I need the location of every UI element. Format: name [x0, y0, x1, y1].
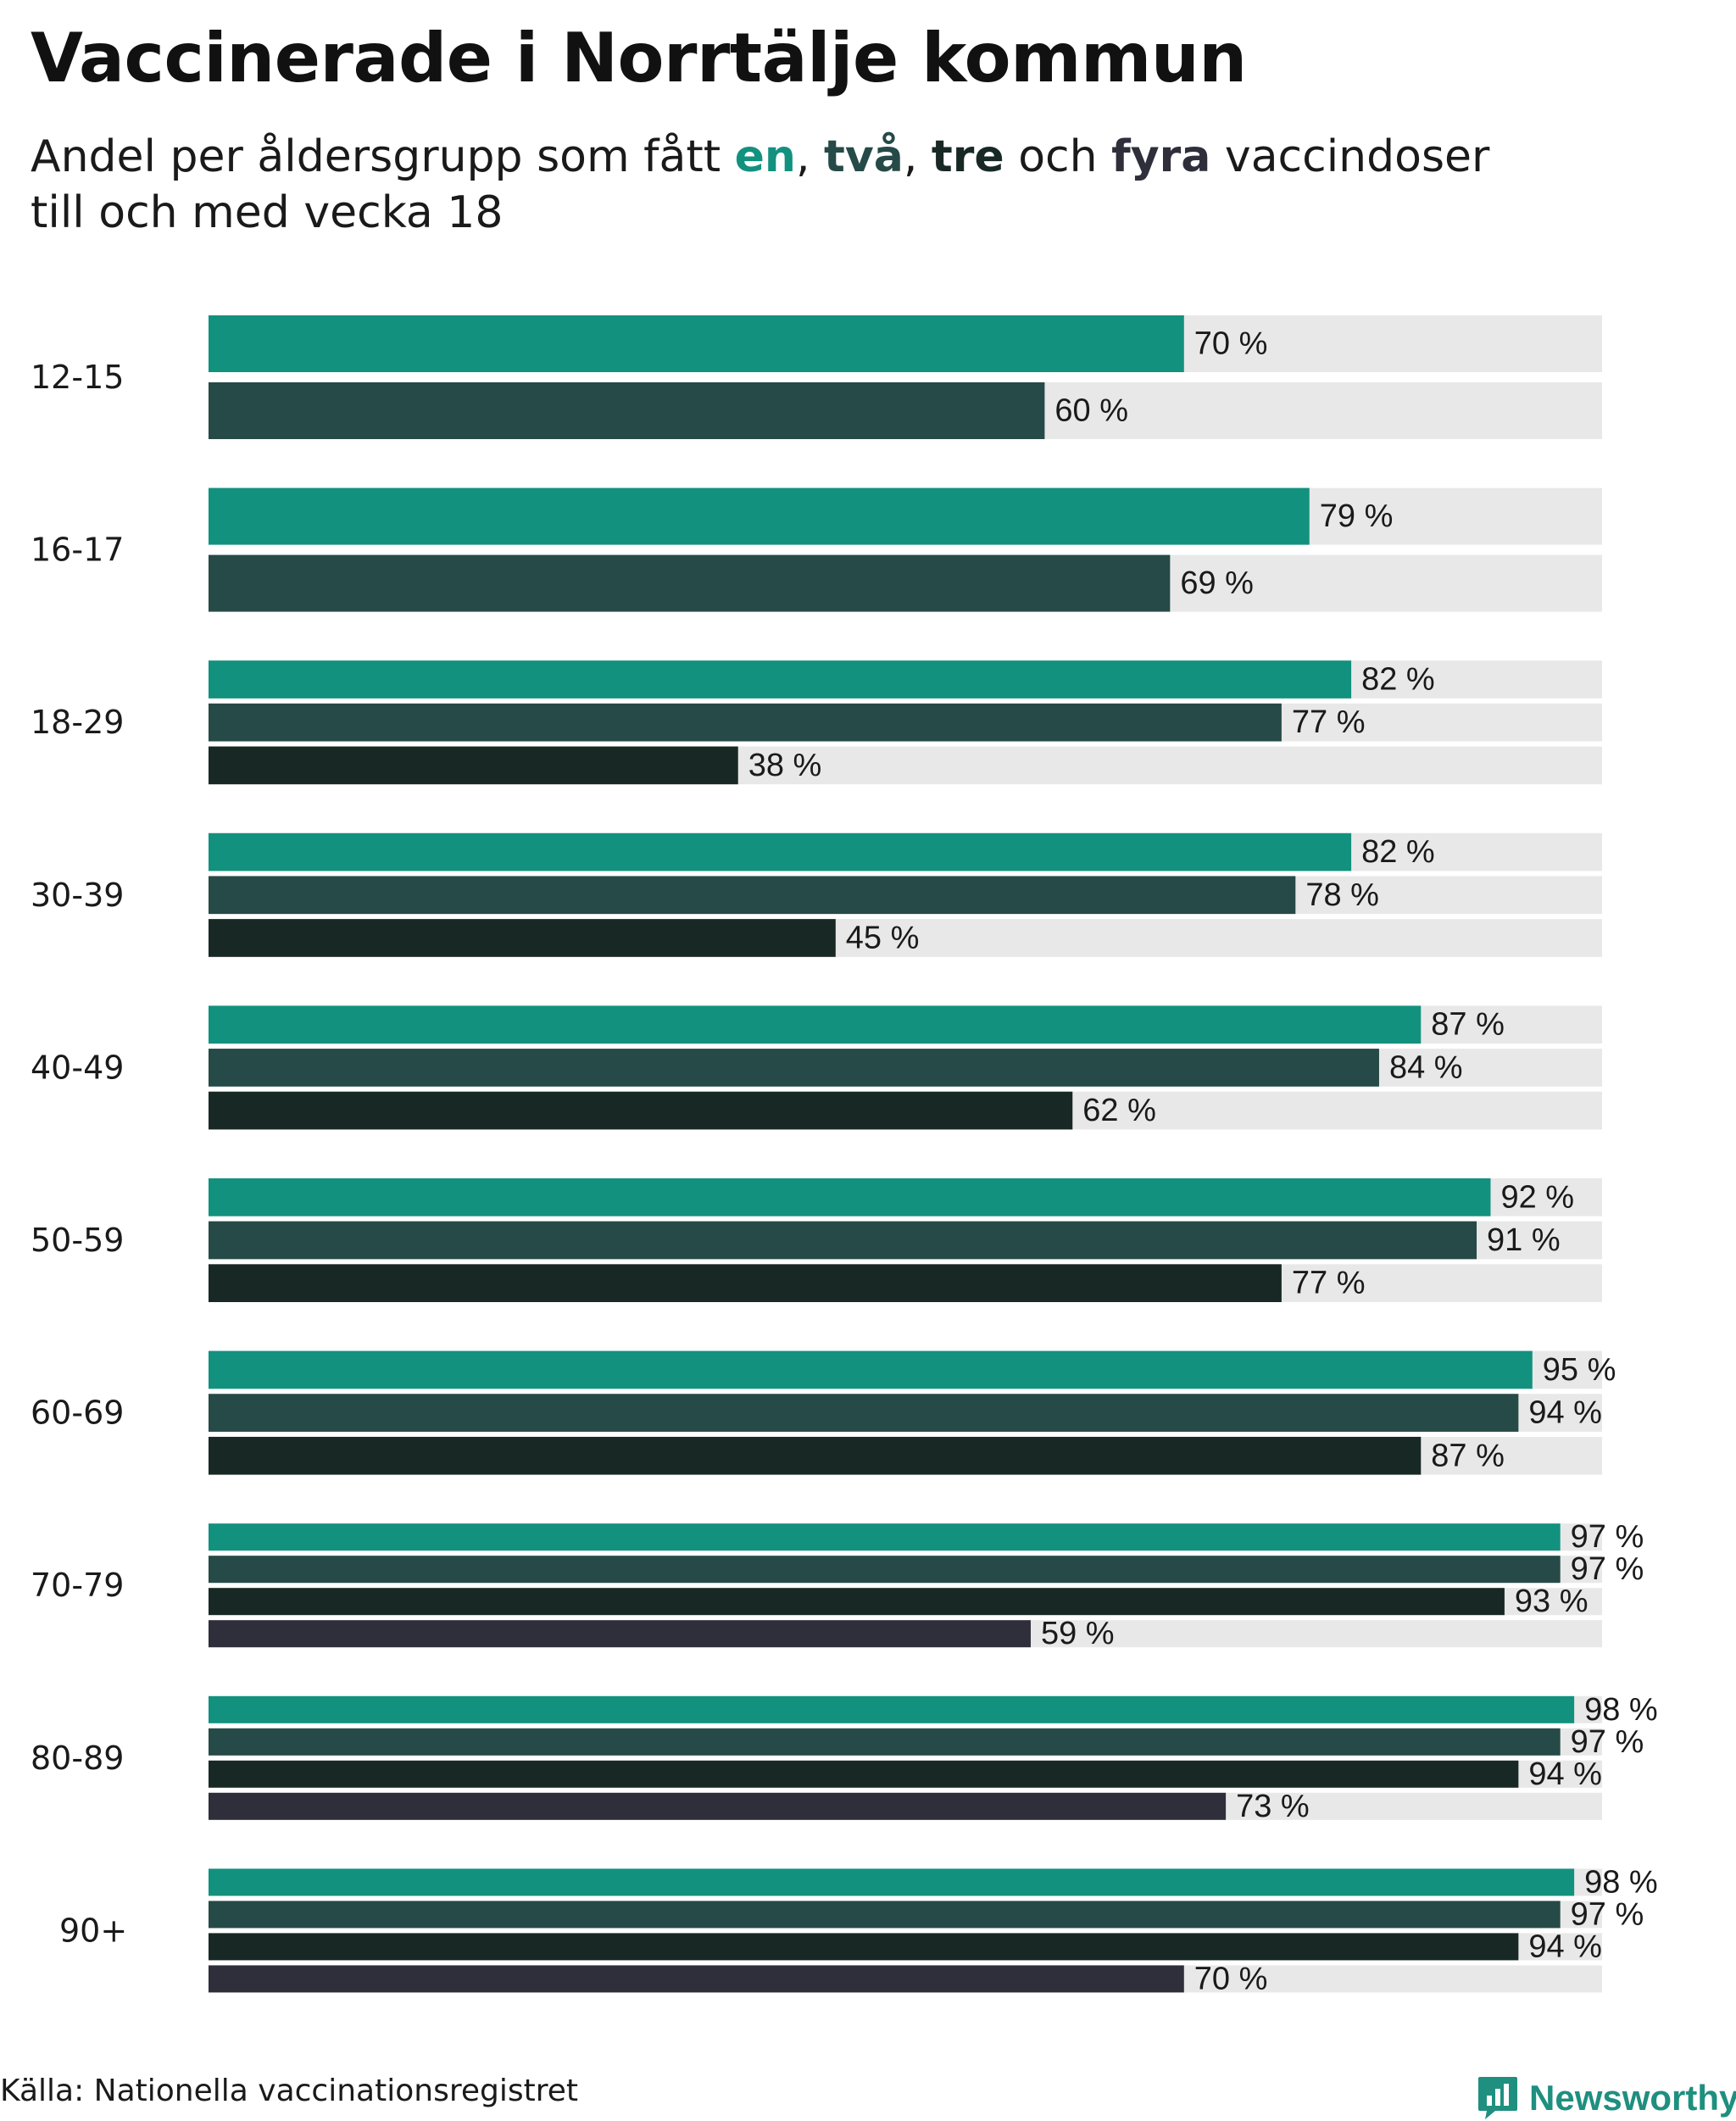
data-label: 79 % — [1320, 498, 1394, 534]
subtitle-highlight-en: en — [734, 131, 796, 182]
category-label: 70-79 — [31, 1567, 124, 1604]
bar-tre — [209, 746, 738, 785]
data-label: 69 % — [1180, 565, 1254, 601]
subtitle-och: och — [1004, 131, 1112, 182]
subtitle-comma-2: , — [903, 131, 932, 182]
bar-tva — [209, 382, 1045, 439]
category-label: 50-59 — [31, 1222, 124, 1259]
data-label: 95 % — [1543, 1352, 1616, 1388]
bar-tre — [209, 1264, 1282, 1302]
newsworthy-logo-icon — [1478, 2077, 1517, 2119]
bar-tre — [209, 1091, 1073, 1130]
data-label: 94 % — [1528, 1929, 1602, 1964]
data-label: 97 % — [1571, 1519, 1644, 1555]
subtitle-highlight-tre: tre — [931, 131, 1004, 182]
category-label: 90+ — [59, 1912, 127, 1949]
data-label: 87 % — [1431, 1007, 1505, 1043]
data-label: 62 % — [1082, 1093, 1156, 1128]
bar-tva — [209, 876, 1296, 915]
bar-en — [209, 1178, 1491, 1216]
data-label: 84 % — [1389, 1049, 1463, 1085]
bar-en — [209, 832, 1352, 871]
chart-subtitle: Andel per åldersgrupp som fått en, två, … — [31, 129, 1641, 241]
subtitle-suffix: vaccindoser — [1210, 131, 1490, 182]
data-label: 82 % — [1361, 662, 1435, 698]
category-label: 40-49 — [31, 1049, 124, 1086]
data-label: 98 % — [1584, 1692, 1658, 1728]
subtitle-line-2: till och med vecka 18 — [31, 187, 504, 238]
source-note: Källa: Nationella vaccinationsregistret — [0, 2074, 578, 2108]
bar-en — [209, 1523, 1561, 1551]
bar-tre — [209, 1933, 1519, 1961]
data-label: 77 % — [1292, 1266, 1366, 1301]
bar-tre — [209, 1436, 1422, 1475]
subtitle-highlight-tva: två — [824, 131, 904, 182]
bar-fyra — [209, 1620, 1031, 1648]
bar-tva — [209, 1221, 1477, 1260]
category-label: 60-69 — [31, 1395, 124, 1432]
data-label: 82 % — [1361, 834, 1435, 870]
data-label: 70 % — [1194, 1961, 1268, 1996]
bar-tre — [209, 1588, 1505, 1616]
bar-en — [209, 1695, 1575, 1723]
data-label: 97 % — [1571, 1724, 1644, 1760]
bar-tva — [209, 1728, 1561, 1756]
category-label: 16-17 — [31, 532, 124, 569]
category-label: 18-29 — [31, 704, 124, 741]
bar-tre — [209, 919, 836, 957]
data-label: 60 % — [1054, 393, 1128, 429]
bar-en — [209, 1350, 1533, 1389]
bar-fyra — [209, 1965, 1184, 1993]
data-label: 91 % — [1487, 1222, 1561, 1258]
brand-name: Newsworthy — [1529, 2078, 1736, 2118]
category-label: 12-15 — [31, 359, 124, 396]
bar-en — [209, 487, 1310, 545]
data-label: 38 % — [748, 748, 822, 783]
bar-en — [209, 1005, 1422, 1044]
bar-fyra — [209, 1792, 1227, 1820]
data-label: 92 % — [1500, 1179, 1574, 1215]
bar-tva — [209, 1394, 1519, 1432]
bar-tva — [209, 703, 1282, 742]
data-label: 98 % — [1584, 1864, 1658, 1900]
brand-logo: Newsworthy — [1477, 2075, 1736, 2121]
bar-en — [209, 315, 1184, 372]
data-label: 97 % — [1571, 1896, 1644, 1932]
subtitle-prefix: Andel per åldersgrupp som fått — [31, 131, 735, 182]
bar-en — [209, 660, 1352, 699]
data-label: 77 % — [1292, 704, 1366, 740]
bar-tva — [209, 1556, 1561, 1584]
subtitle-comma-1: , — [795, 131, 825, 182]
category-label: 80-89 — [31, 1740, 124, 1777]
data-label: 78 % — [1305, 877, 1379, 913]
bar-tva — [209, 1901, 1561, 1929]
data-label: 59 % — [1041, 1616, 1115, 1651]
data-label: 87 % — [1431, 1438, 1505, 1473]
data-label: 70 % — [1194, 326, 1268, 362]
data-label: 97 % — [1571, 1551, 1644, 1587]
chart-title: Vaccinerade i Norrtälje kommun — [31, 19, 1247, 97]
data-label: 94 % — [1528, 1395, 1602, 1431]
subtitle-highlight-fyra: fyra — [1111, 131, 1211, 182]
bar-en — [209, 1868, 1575, 1896]
bar-tva — [209, 1049, 1379, 1087]
data-label: 45 % — [846, 920, 920, 955]
bar-tre — [209, 1760, 1519, 1788]
data-label: 93 % — [1515, 1584, 1589, 1619]
bar-tva — [209, 554, 1171, 612]
category-label: 30-39 — [31, 877, 124, 914]
data-label: 94 % — [1528, 1756, 1602, 1792]
data-label: 73 % — [1236, 1789, 1310, 1824]
